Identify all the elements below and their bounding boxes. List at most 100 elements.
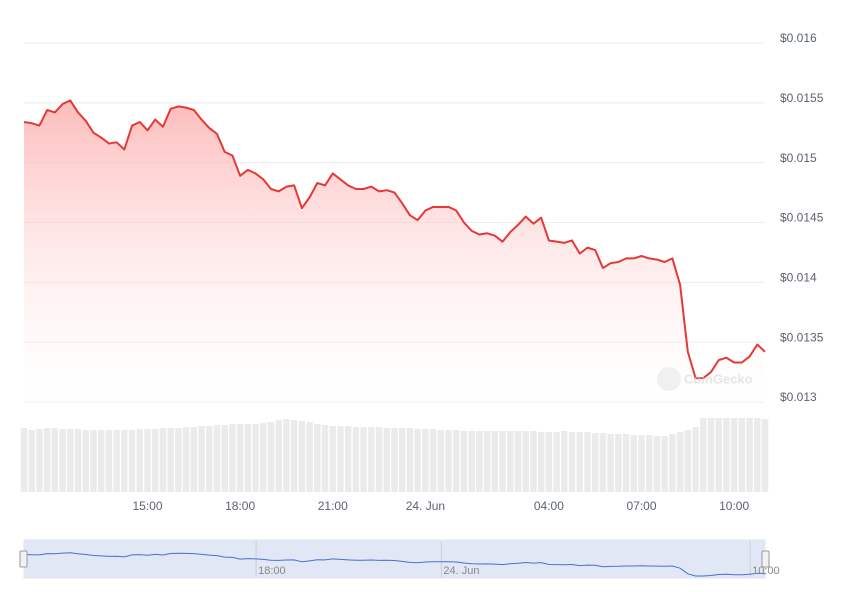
volume-bar xyxy=(97,430,105,492)
volume-bar xyxy=(344,426,352,492)
volume-bar xyxy=(761,419,769,492)
volume-bar xyxy=(445,430,452,492)
price-line xyxy=(23,99,766,380)
volume-bar xyxy=(314,424,321,492)
volume-bar xyxy=(391,428,398,492)
watermark-logo xyxy=(657,367,681,391)
volume-bar xyxy=(476,431,483,492)
volume-bar xyxy=(105,430,113,492)
x-tick-label: 07:00 xyxy=(626,499,656,513)
volume-bar xyxy=(661,436,668,492)
volume-bar xyxy=(622,434,630,492)
volume-bar xyxy=(561,431,568,492)
volume-bar xyxy=(159,428,167,492)
volume-bar xyxy=(260,423,267,492)
navigator-tick-label: 18:00 xyxy=(258,565,286,577)
volume-bar xyxy=(144,429,151,492)
volume-bar xyxy=(645,435,653,492)
volume-bar xyxy=(406,428,414,492)
volume-bar xyxy=(483,431,491,492)
volume-bar xyxy=(707,418,715,492)
volume-bar xyxy=(568,432,576,492)
volume-bar xyxy=(244,424,252,492)
navigator-tick-label: 24. Jun xyxy=(443,565,479,577)
volume-bar xyxy=(676,432,684,492)
volume-bar xyxy=(198,426,205,492)
volume-bar xyxy=(74,429,82,492)
volume-bar xyxy=(229,424,236,492)
volume-bar xyxy=(530,431,537,492)
navigator-line xyxy=(23,552,766,577)
volume-bar xyxy=(692,427,699,492)
volume-bar xyxy=(82,430,89,492)
navigator-handle[interactable] xyxy=(761,550,770,568)
x-tick-label: 18:00 xyxy=(225,499,255,513)
price-area xyxy=(24,100,765,402)
navigator-handle[interactable] xyxy=(19,550,28,568)
volume-bar xyxy=(182,427,190,492)
volume-bar xyxy=(67,429,74,492)
volume-bar xyxy=(607,434,614,492)
watermark: CoinGecko xyxy=(657,367,753,391)
volume-bar xyxy=(360,427,367,492)
y-tick-label: $0.014 xyxy=(780,271,817,285)
volume-bar xyxy=(584,432,591,492)
volume-bar xyxy=(59,429,66,492)
y-tick-label: $0.013 xyxy=(780,390,817,404)
volume-bar xyxy=(306,422,313,492)
volume-bar xyxy=(545,432,553,492)
volume-bar xyxy=(491,431,499,492)
volume-bar xyxy=(414,429,421,492)
volume-bar xyxy=(368,427,375,492)
volume-bar xyxy=(290,420,298,492)
volume-bar xyxy=(638,435,645,492)
volume-bar xyxy=(754,418,761,492)
volume-bar xyxy=(321,425,329,492)
volume-bar xyxy=(43,428,51,492)
volume-bar xyxy=(599,433,607,492)
volume-bar xyxy=(453,430,460,492)
volume-bar xyxy=(591,433,599,492)
volume-bar xyxy=(468,431,475,492)
volume-bar xyxy=(20,428,28,492)
volume-bar xyxy=(746,418,753,492)
volume-bar xyxy=(576,432,583,492)
volume-bar xyxy=(684,430,692,492)
volume-bars xyxy=(20,418,769,492)
navigator: 18:00 24. Jun 10:00 xyxy=(19,539,780,579)
volume-bar xyxy=(28,430,35,492)
volume-bar xyxy=(329,426,336,492)
volume-bar xyxy=(151,429,159,492)
volume-bar xyxy=(36,429,43,492)
volume-bar xyxy=(514,431,522,492)
volume-bar xyxy=(553,432,560,492)
volume-bar xyxy=(429,429,437,492)
watermark-text: CoinGecko xyxy=(684,371,753,386)
x-tick-label: 21:00 xyxy=(318,499,348,513)
volume-bar xyxy=(113,430,120,492)
volume-bar xyxy=(630,435,638,492)
volume-bar xyxy=(121,430,128,492)
volume-bar xyxy=(236,424,244,492)
volume-bar xyxy=(507,431,514,492)
volume-bar xyxy=(190,427,198,492)
volume-bar xyxy=(352,427,360,492)
navigator-tick-label: 10:00 xyxy=(752,565,780,577)
volume-bar xyxy=(398,428,406,492)
x-tick-label: 15:00 xyxy=(132,499,162,513)
volume-bar xyxy=(213,425,221,492)
volume-bar xyxy=(51,428,59,492)
navigator-selection[interactable] xyxy=(24,540,765,578)
volume-bar xyxy=(206,426,213,492)
volume-bar xyxy=(700,418,707,492)
volume-bar xyxy=(653,436,661,492)
volume-bar xyxy=(375,427,383,492)
price-plot xyxy=(23,99,766,402)
volume-bar xyxy=(221,425,228,492)
volume-bar xyxy=(615,434,622,492)
volume-bar xyxy=(252,424,259,492)
volume-bar xyxy=(90,430,97,492)
volume-bar xyxy=(337,426,344,492)
x-tick-label: 04:00 xyxy=(534,499,564,513)
